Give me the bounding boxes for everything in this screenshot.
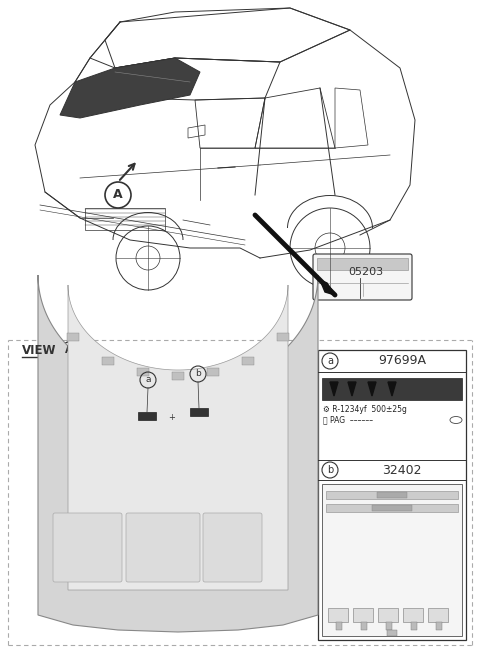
- Bar: [372, 505, 412, 511]
- Text: VIEW: VIEW: [22, 344, 57, 356]
- Bar: [137, 369, 149, 377]
- Bar: [378, 608, 398, 622]
- Polygon shape: [348, 382, 356, 396]
- FancyBboxPatch shape: [313, 254, 412, 300]
- Text: ⛽ PAG  ––––––: ⛽ PAG ––––––: [323, 415, 373, 424]
- Bar: [387, 630, 397, 636]
- Text: A: A: [65, 345, 73, 355]
- Bar: [353, 608, 373, 622]
- Bar: [411, 622, 417, 630]
- Text: +: +: [168, 413, 175, 422]
- Bar: [172, 372, 184, 380]
- Text: 97699A: 97699A: [378, 354, 426, 367]
- Text: 05203: 05203: [348, 267, 383, 277]
- Bar: [317, 258, 408, 270]
- Bar: [377, 492, 407, 498]
- FancyBboxPatch shape: [53, 513, 122, 582]
- Bar: [328, 608, 348, 622]
- Text: 32402: 32402: [382, 464, 422, 476]
- Bar: [318, 350, 466, 640]
- Bar: [326, 491, 458, 499]
- FancyBboxPatch shape: [203, 513, 262, 582]
- Bar: [277, 333, 289, 341]
- Text: a: a: [327, 356, 333, 366]
- Bar: [102, 357, 114, 365]
- Polygon shape: [38, 275, 318, 632]
- Text: b: b: [195, 369, 201, 379]
- Polygon shape: [368, 382, 376, 396]
- Text: b: b: [327, 465, 333, 475]
- Bar: [138, 412, 156, 420]
- Bar: [326, 504, 458, 512]
- Text: a: a: [145, 375, 151, 384]
- Bar: [67, 333, 79, 341]
- Polygon shape: [388, 382, 396, 396]
- Bar: [386, 622, 392, 630]
- Bar: [403, 608, 423, 622]
- Bar: [428, 608, 448, 622]
- Bar: [361, 622, 367, 630]
- Text: ⚙ R-1234yf  500±25g: ⚙ R-1234yf 500±25g: [323, 405, 407, 415]
- Bar: [436, 622, 442, 630]
- Bar: [190, 408, 208, 416]
- Text: A: A: [113, 188, 123, 201]
- Bar: [207, 369, 219, 377]
- Polygon shape: [320, 280, 335, 295]
- FancyBboxPatch shape: [126, 513, 200, 582]
- Bar: [85, 208, 165, 230]
- Polygon shape: [68, 285, 288, 590]
- Bar: [322, 378, 462, 400]
- Bar: [322, 484, 462, 636]
- Bar: [242, 357, 254, 365]
- Bar: [336, 622, 342, 630]
- Polygon shape: [330, 382, 338, 396]
- Polygon shape: [60, 58, 200, 118]
